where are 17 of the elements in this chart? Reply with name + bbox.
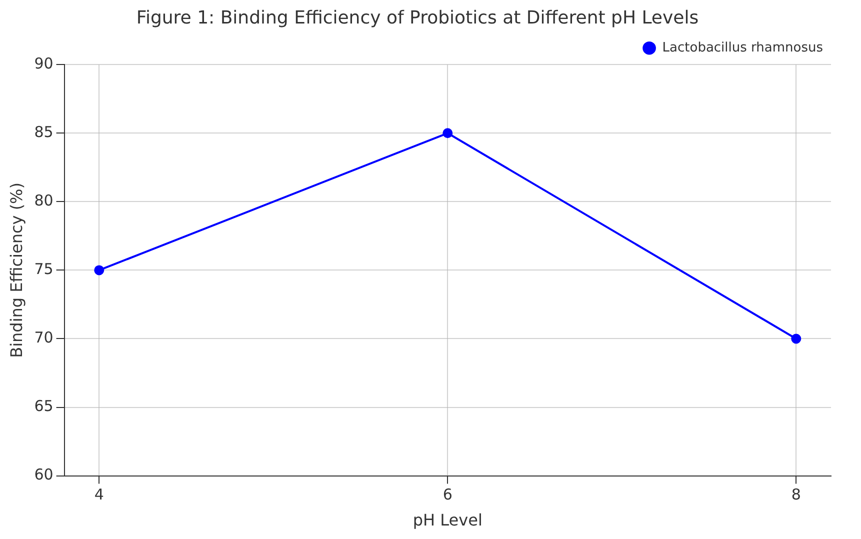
y-tick-label: 70: [34, 328, 54, 347]
y-tick-label: 60: [34, 466, 54, 484]
y-tick-label: 80: [34, 192, 54, 210]
y-tick-label: 90: [34, 54, 54, 72]
y-axis-title: Binding Efficiency (%): [6, 182, 26, 358]
point: [94, 265, 104, 276]
y-tick-label: 85: [34, 123, 54, 142]
x-tick-label: 8: [791, 486, 801, 504]
point: [791, 334, 802, 344]
x-tick-label: 6: [442, 486, 452, 504]
point: [442, 128, 453, 138]
y-tick-label: 75: [34, 260, 54, 278]
x-axis-title: pH Level: [412, 510, 482, 530]
x-tick-label: 4: [94, 486, 104, 504]
y-tick-label: 65: [34, 397, 54, 416]
chart-title: Figure 1: Binding Efficiency of Probiotics at Different pH Levels: [136, 7, 699, 28]
legend-label: Lactobacillus rhamnosus: [662, 40, 824, 56]
